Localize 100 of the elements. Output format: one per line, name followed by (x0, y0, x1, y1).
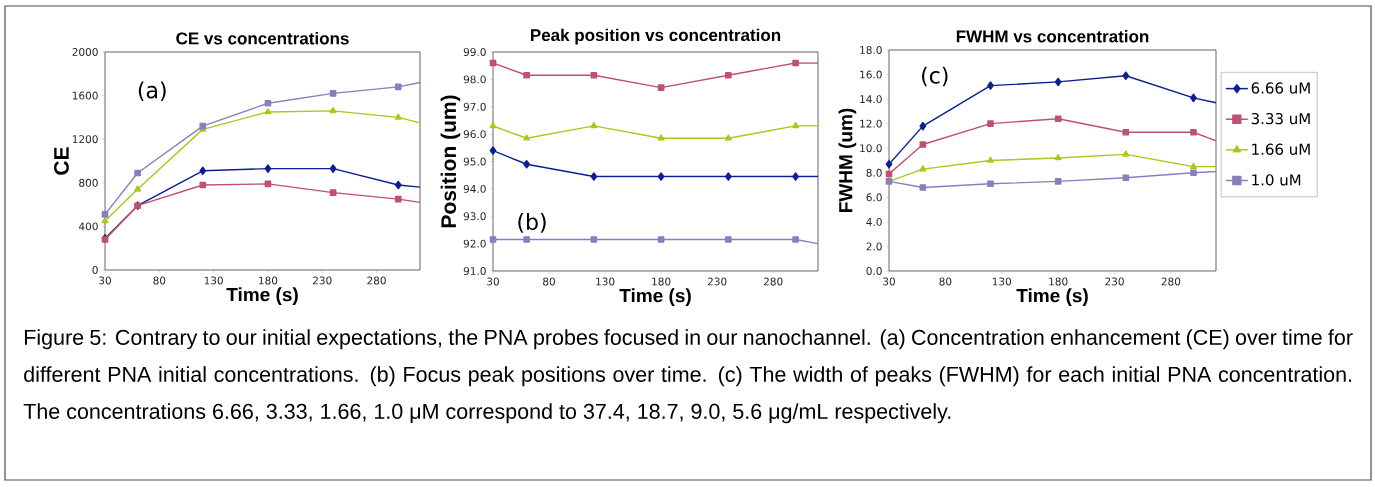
y-tick-label: 99.0 (463, 48, 486, 56)
point (101, 211, 109, 218)
point (264, 99, 272, 107)
point (590, 71, 598, 79)
point (523, 134, 531, 141)
point (199, 166, 207, 176)
point (1122, 150, 1130, 157)
y-tick-label: 12.0 (860, 119, 882, 128)
y-tick-label: 1600 (72, 91, 98, 100)
point (590, 122, 598, 129)
legend-label: 6.66 uM (1251, 82, 1310, 94)
point (725, 71, 732, 79)
y-tick-label: 96.0 (463, 130, 486, 139)
chart-title: FWHM vs concentration (956, 29, 1149, 43)
x-axis-title: Time (s) (619, 288, 691, 307)
point (394, 113, 402, 120)
x-tick-label: 130 (204, 276, 223, 285)
x-tick-label: 130 (596, 277, 615, 286)
y-tick-label: 2.0 (866, 242, 882, 251)
legend-label: 1.66 uM (1252, 143, 1310, 155)
point (1122, 71, 1130, 81)
point (264, 108, 272, 115)
point (1190, 93, 1197, 103)
x-tick-label: 80 (939, 277, 952, 286)
y-tick-label: 0 (92, 266, 98, 274)
point (724, 172, 732, 181)
x-axis-title: Time (s) (226, 287, 298, 306)
point (987, 156, 994, 163)
point (523, 236, 530, 243)
chart-title: Peak position vs concentration (531, 28, 781, 45)
y-tick-label: 95.0 (463, 157, 486, 166)
point (1189, 162, 1197, 169)
point (987, 120, 994, 127)
x-tick-label: 180 (1049, 277, 1068, 286)
point (394, 180, 402, 190)
point (489, 146, 497, 155)
point (724, 134, 732, 141)
legend-label: 1.0 uM (1252, 174, 1301, 186)
x-tick-label: 230 (1105, 277, 1124, 286)
point (134, 169, 141, 177)
point (725, 236, 732, 243)
y-axis-title: Position (um) (440, 95, 461, 228)
point (590, 236, 598, 243)
point (1190, 169, 1197, 177)
point (792, 122, 800, 129)
y-tick-label: 0.0 (866, 267, 882, 275)
point (1122, 174, 1130, 181)
point (987, 81, 994, 90)
y-tick-label: 16.0 (860, 70, 882, 79)
point (1054, 115, 1062, 123)
point (523, 71, 530, 79)
y-tick-label: 6.0 (866, 193, 882, 202)
y-tick-label: 97.0 (463, 102, 486, 111)
point (134, 185, 142, 192)
point (919, 141, 927, 148)
x-tick-label: 30 (883, 277, 895, 286)
point (590, 172, 598, 181)
y-tick-label: 98.0 (463, 75, 486, 84)
point (523, 159, 531, 169)
legend-label: 3.33 uM (1251, 112, 1310, 125)
point (1190, 128, 1197, 136)
point (489, 122, 497, 129)
y-tick-label: 8.0 (866, 168, 882, 177)
point (489, 236, 497, 243)
y-tick-label: 400 (78, 222, 98, 231)
x-tick-label: 30 (487, 277, 499, 286)
x-tick-label: 30 (99, 276, 111, 285)
point (657, 134, 665, 141)
chart-title: CE vs concentrations (176, 31, 349, 45)
point (987, 180, 994, 188)
caption: Figure 5: Contrary to our initial expectations, the PNA probes focused in our nanochannel. (a) Concentration enhancement (CE) over time for different PNA initial concentrations. (b) Focus peak positions over time. (c) The width of peaks (FWHM) for each initial PNA concentration. The concentrations 6.66, 3.33, 1.66, 1.0 μM correspond to 37.4, 18.7, 9.0, 5.6 μg/mL respectively. (23, 329, 1353, 424)
x-tick-label: 80 (153, 276, 166, 285)
y-tick-label: 18.0 (860, 46, 882, 54)
y-tick-label: 800 (79, 178, 98, 187)
x-tick-label: 230 (312, 276, 332, 285)
x-tick-label: 180 (652, 277, 671, 286)
point (919, 184, 927, 191)
y-tick-label: 14.0 (860, 95, 882, 104)
x-tick-label: 130 (992, 277, 1012, 286)
annotation: (b) (518, 213, 546, 233)
point (792, 59, 799, 67)
y-tick-label: 91.0 (463, 267, 486, 275)
y-tick-label: 10.0 (860, 144, 882, 153)
point (657, 236, 665, 243)
point (1054, 178, 1062, 185)
point (919, 165, 927, 172)
x-tick-label: 180 (259, 276, 278, 285)
y-axis-title: FWHM (um) (838, 108, 857, 212)
y-tick-label: 94.0 (463, 184, 486, 193)
y-tick-label: 92.0 (463, 239, 486, 248)
x-tick-label: 80 (543, 277, 556, 286)
point (919, 121, 927, 131)
annotation: (a) (138, 81, 166, 102)
point (329, 90, 337, 97)
point (329, 164, 337, 173)
annotation: (c) (922, 66, 948, 87)
point (1054, 154, 1062, 161)
point (329, 106, 337, 114)
point (329, 189, 337, 196)
y-tick-label: 2000 (72, 48, 98, 56)
